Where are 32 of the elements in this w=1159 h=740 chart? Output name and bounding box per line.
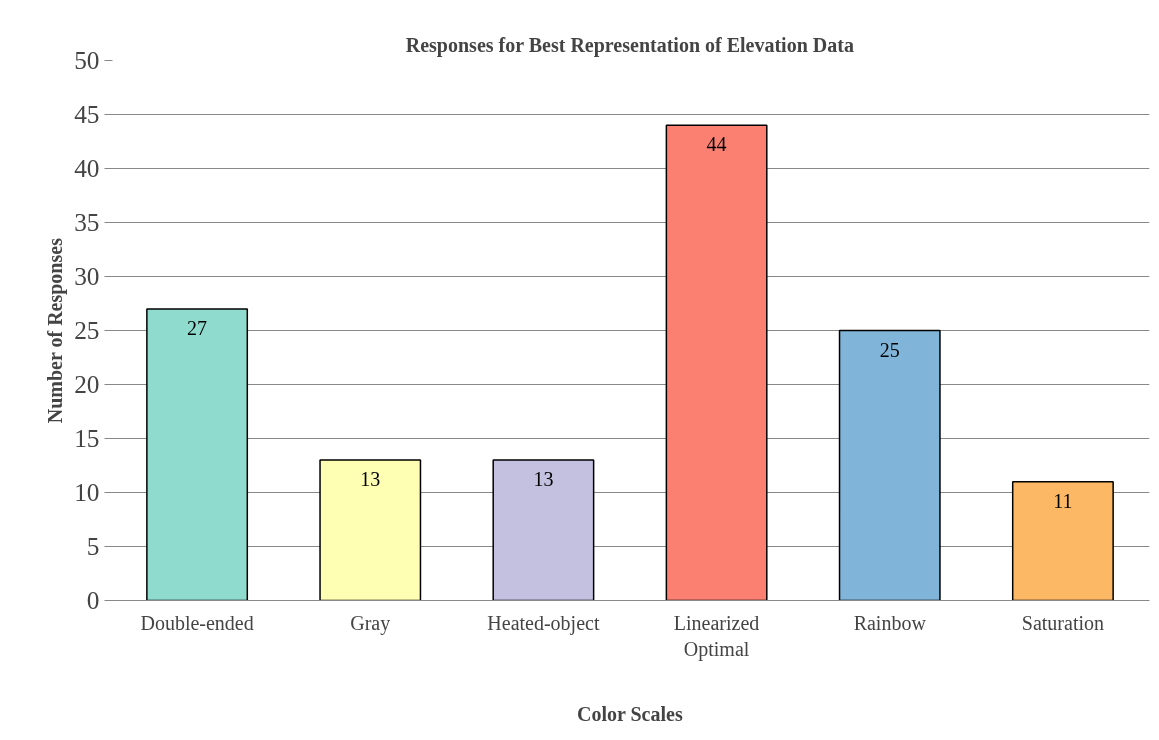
- y-tick-label: 10: [74, 478, 100, 506]
- x-tick-label: Linearized Optimal: [673, 611, 760, 661]
- bar: [319, 459, 422, 601]
- chart-title: Responses for Best Representation of Elevation Data: [405, 33, 854, 57]
- data-label: 27: [187, 316, 208, 339]
- data-label: 11: [1053, 489, 1073, 512]
- bar: [492, 459, 595, 601]
- y-tick-label: 30: [74, 262, 100, 290]
- y-tick-label: 5: [86, 532, 100, 560]
- x-tick-label: Heated-object: [487, 611, 600, 635]
- y-tick-label: 20: [74, 370, 100, 398]
- y-tick-label: 25: [74, 316, 100, 344]
- bar: [146, 308, 249, 601]
- x-tick-label: Rainbow: [853, 611, 927, 634]
- x-tick-label: Saturation: [1021, 611, 1105, 634]
- x-axis-title: Color Scales: [576, 702, 683, 725]
- x-tick-label: Gray: [350, 611, 391, 635]
- y-tick-label: 0: [86, 586, 100, 614]
- y-tick-label: 15: [74, 424, 100, 452]
- data-label: 44: [706, 133, 727, 156]
- bar: [665, 124, 768, 601]
- y-tick-label: 45: [74, 100, 100, 128]
- y-tick-label: 50: [74, 46, 100, 74]
- bar: [838, 329, 941, 601]
- y-tick-label: 35: [74, 208, 100, 236]
- data-label: 13: [360, 468, 381, 491]
- y-axis-title: Number of Responses: [44, 237, 68, 424]
- x-tick-label: Double-ended: [140, 611, 254, 634]
- data-label: 25: [879, 338, 900, 361]
- y-tick-label: 40: [74, 154, 100, 182]
- bar: [1011, 480, 1114, 601]
- data-label: 13: [533, 468, 554, 491]
